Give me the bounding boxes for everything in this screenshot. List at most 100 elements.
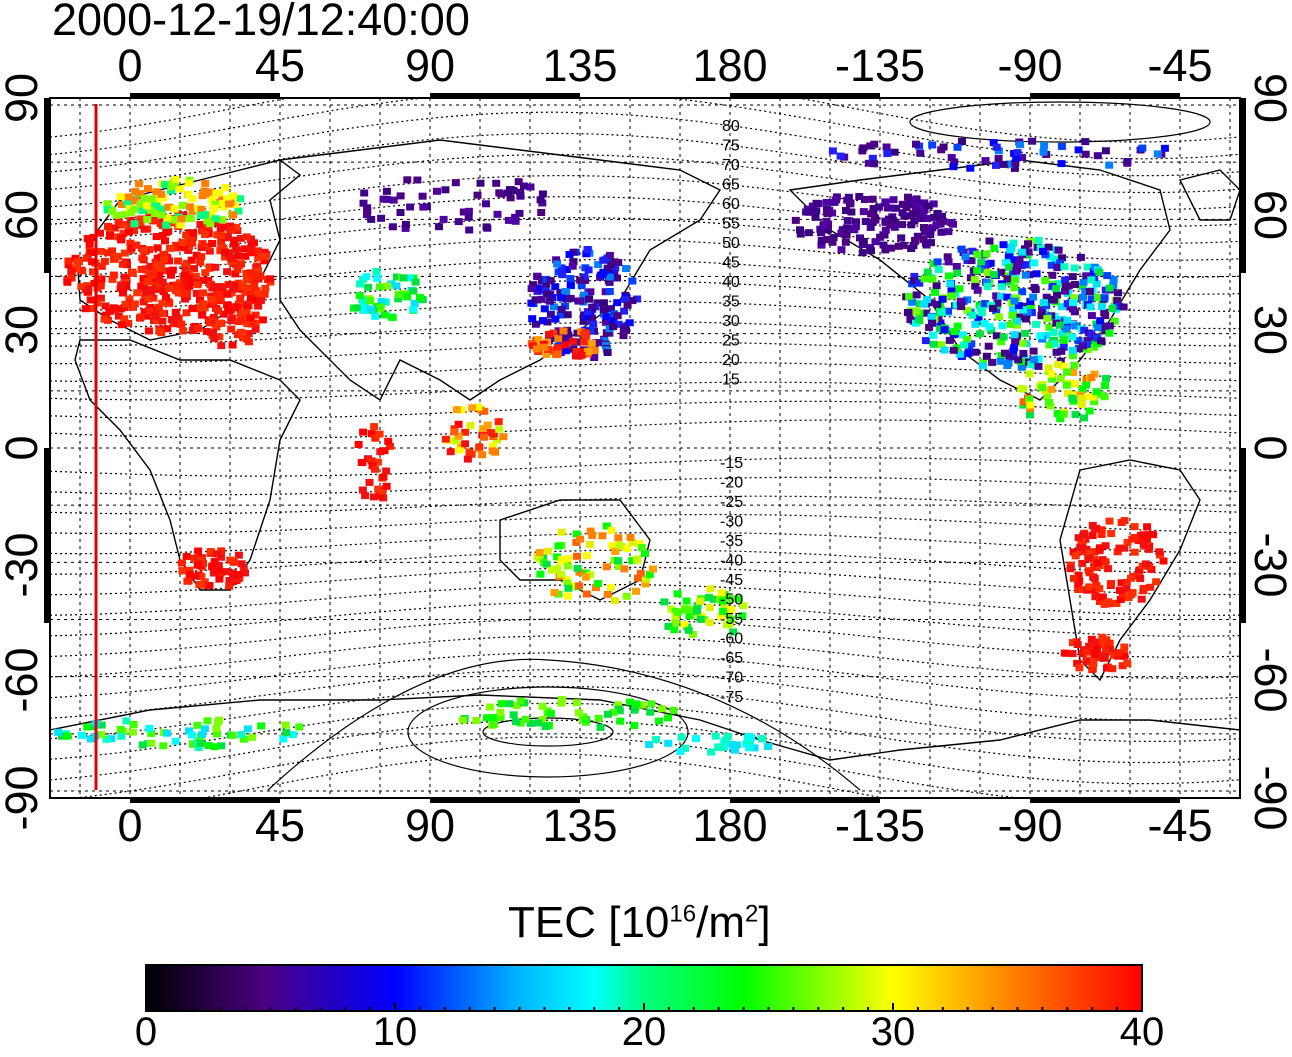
y-tick-label-left: -60 [0,647,47,713]
tec-cell [881,226,890,234]
tec-cell [1013,321,1022,329]
tec-cell [1009,347,1018,355]
tec-cell [1110,317,1119,325]
tec-cell [928,141,937,149]
tec-cell [376,448,385,456]
tec-cell [140,225,149,233]
tec-cell [144,327,153,335]
tec-cell [897,234,906,242]
tec-cell [1090,638,1099,646]
tec-cell [1085,642,1094,650]
tec-cell [594,261,603,269]
tec-cell [140,195,149,203]
tec-cell [892,204,900,212]
tec-cell [454,432,463,440]
x-tick-label-bottom: -90 [997,800,1063,851]
tec-cell [580,338,588,346]
tec-cell [870,160,879,168]
tec-cell [871,216,880,224]
tec-cell [155,272,164,279]
tec-cell [1010,297,1019,305]
tec-cell [1071,411,1080,418]
tec-cell [621,295,630,303]
tec-cell [705,594,713,602]
tec-cell [1119,648,1128,656]
tec-cell [376,303,385,311]
tec-cell [1057,303,1066,311]
tec-cell [117,201,126,209]
tec-cell [1069,299,1077,307]
tec-cell [709,595,718,603]
tec-cell [920,300,929,308]
tec-cell [243,284,252,292]
tec-cell [129,721,138,728]
tec-cell [171,308,180,316]
tec-cell [586,288,595,296]
tec-cell [605,288,614,295]
tec-cell [1016,141,1025,149]
tec-cell [964,349,973,357]
tec-cell [144,267,153,275]
tec-cell [551,283,560,291]
contour-label: -75 [720,689,743,706]
tec-cell [1098,633,1107,641]
tec-cell [989,139,998,147]
tec-cell [1063,316,1072,324]
tec-cell [586,541,594,548]
tec-cell [389,196,398,204]
tec-cell [90,279,99,287]
tec-cell [1068,333,1077,341]
tec-cell [569,258,578,266]
tec-cell [367,430,376,438]
tec-cell [1058,254,1067,262]
tec-cell [796,230,805,238]
tec-cell [553,260,562,268]
tec-cell [479,425,488,433]
tec-cell [983,283,992,290]
tec-cell [383,282,392,290]
tec-cell [1021,329,1030,337]
tec-cell [153,285,162,293]
tec-cell [138,254,147,262]
south-pole-ring-inner [482,717,614,747]
contour-label: 70 [722,157,740,174]
contour-line [50,566,1240,596]
tec-cell [1105,284,1114,292]
tec-cell [1019,398,1028,406]
tec-cell [1078,282,1087,290]
tec-cell [937,308,946,316]
tec-cell [1078,586,1087,594]
tec-cell [688,630,697,638]
tec-cell [361,492,370,500]
tec-cell [1037,312,1046,320]
tec-cell [1003,362,1012,369]
tec-cell [912,307,921,315]
tec-cell [246,295,255,302]
tec-cell [575,568,584,576]
tec-cell [1105,329,1114,337]
tec-cell [1018,248,1027,256]
tec-cell [565,251,574,258]
tec-cell [596,724,605,731]
tec-cell [999,160,1008,168]
tec-cell [131,187,140,195]
tec-cell [973,250,982,258]
tec-cell [632,555,641,563]
tec-cell [357,458,366,466]
tec-cell [452,406,461,414]
tec-cell [1029,293,1038,301]
y-tick-label-left: 30 [0,304,47,356]
tec-cell [1075,577,1084,585]
tec-cell [369,493,378,501]
tec-cell [89,305,98,312]
tec-cell [866,142,875,150]
tec-cell [572,348,581,355]
tec-cell [905,200,914,208]
tec-cell [956,350,965,358]
tec-cell [1105,517,1114,525]
tec-cell [455,446,464,454]
tec-cell [516,697,525,705]
tec-cell [261,284,270,292]
tec-cell [1070,380,1079,388]
tec-cell [1057,316,1066,324]
